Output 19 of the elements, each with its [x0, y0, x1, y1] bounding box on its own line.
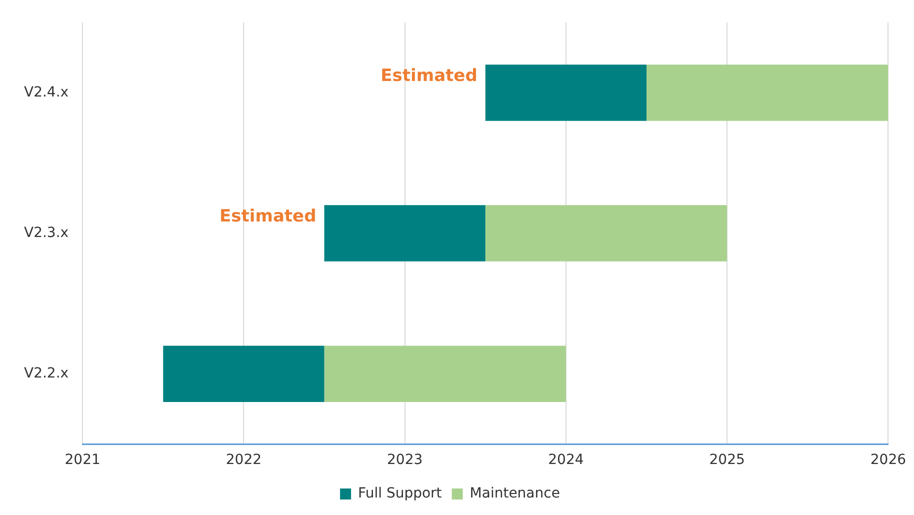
y-tick-label: V2.3.x [24, 224, 69, 241]
bar [324, 346, 566, 402]
bar [485, 64, 647, 121]
y-tick-label: V2.4.x [24, 84, 69, 100]
x-tick-label: 2025 [709, 452, 745, 468]
bar [485, 205, 728, 262]
bar [163, 346, 324, 402]
bar [324, 205, 486, 262]
x-tick-label: 2021 [64, 452, 100, 468]
bar [646, 64, 888, 121]
y-tick-label: V2.2.x [24, 366, 69, 382]
annotation: Estimated [380, 66, 478, 86]
x-tick-label: 2026 [870, 452, 906, 468]
x-tick-label: 2024 [548, 452, 584, 468]
x-tick-label: 2023 [387, 452, 423, 468]
legend-label: Full Support [358, 486, 442, 502]
annotation: Estimated [220, 206, 316, 227]
x-tick-label: 2022 [226, 452, 262, 468]
legend-label: Maintenance [470, 486, 560, 502]
